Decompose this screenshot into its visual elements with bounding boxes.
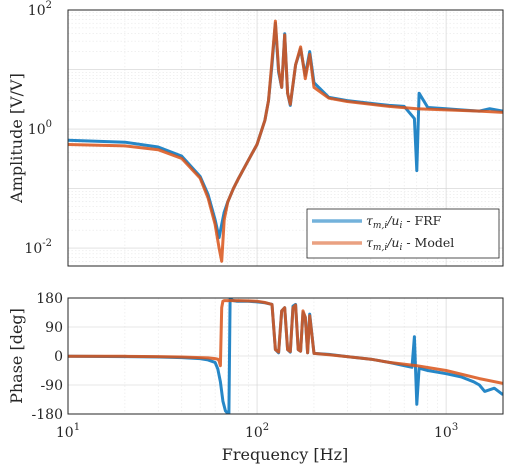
phase-xlabel: Frequency [Hz] <box>222 445 349 464</box>
phase-ylabel: Phase [deg] <box>7 308 26 404</box>
phase-ytick-label: 180 <box>36 291 63 307</box>
phase-ytick-label: -180 <box>32 407 63 423</box>
phase-ytick-label: 90 <box>45 320 63 336</box>
legend: τm,i/ui - FRF τm,i/ui - Model <box>307 209 499 258</box>
amplitude-ylabel: Amplitude [V/V] <box>7 73 26 204</box>
phase-ytick-label: -90 <box>40 378 63 394</box>
phase-ytick-label: 0 <box>54 349 63 365</box>
